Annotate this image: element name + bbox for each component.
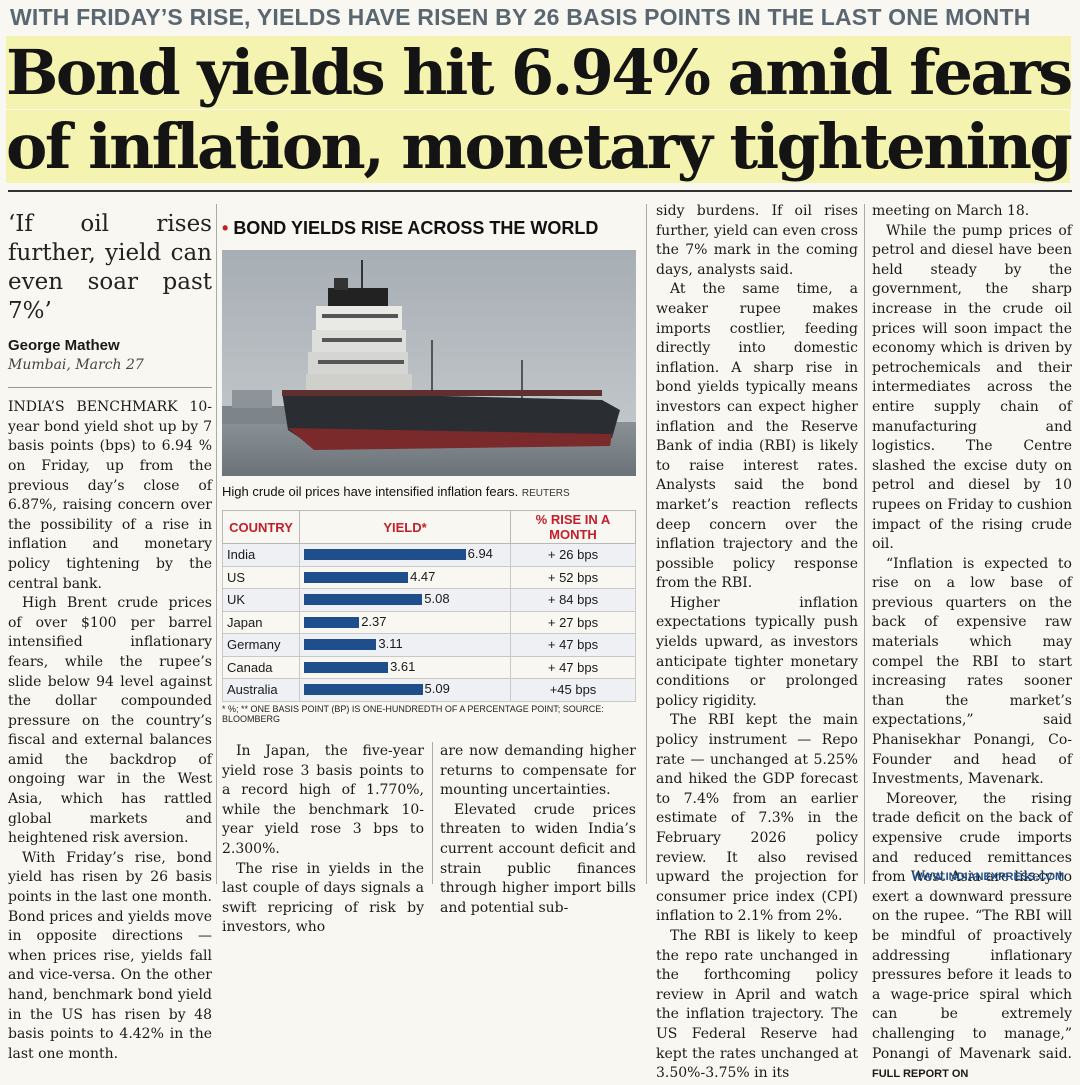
rise-cell: + 52 bps — [510, 565, 636, 589]
headline-line-2: of inflation, monetary tightening — [6, 110, 1073, 183]
table-row: Japan 2.37 + 27 bps — [222, 610, 636, 634]
column-divider — [216, 204, 217, 884]
yield-cell: 3.11 — [299, 633, 511, 657]
tanker-ship-image — [222, 250, 636, 476]
country-cell: US — [222, 565, 300, 589]
headline-line-1: Bond yields hit 6.94% amid fears — [6, 36, 1073, 109]
paragraph: In Japan, the five-year yield rose 3 bas… — [222, 743, 424, 857]
paragraph: INDIA’S BENCHMARK 10-year bond yield sho… — [8, 399, 212, 592]
rise-cell: + 27 bps — [510, 610, 636, 634]
country-cell: Germany — [222, 633, 300, 657]
paragraph: Moreover, the rising trade deficit on th… — [872, 790, 1072, 1081]
paragraph: High Brent crude prices of over $100 per… — [8, 595, 212, 847]
table-row: UK 5.08 + 84 bps — [222, 588, 636, 612]
column-1: ‘If oil rises further, yield can even so… — [8, 210, 212, 1064]
column-divider — [432, 742, 433, 884]
rise-cell: + 84 bps — [510, 588, 636, 612]
paragraph: At the same time, a weaker rupee makes i… — [656, 281, 858, 592]
paragraph: meeting on March 18. — [872, 203, 1030, 219]
pull-quote: ‘If oil rises further, yield can even so… — [8, 211, 212, 324]
column-2: In Japan, the five-year yield rose 3 bas… — [222, 742, 424, 938]
paragraph: The rise in yields in the last couple of… — [222, 860, 424, 936]
yield-value: 2.37 — [361, 613, 387, 629]
yield-cell: 6.94 — [299, 543, 511, 567]
rise-cell: +45 bps — [510, 678, 636, 702]
headline-rule — [8, 190, 1072, 192]
country-cell: Canada — [222, 655, 300, 679]
yield-bar — [304, 684, 423, 695]
table-row: US 4.47 + 52 bps — [222, 565, 636, 589]
yield-value: 3.11 — [378, 636, 403, 651]
photo-caption: High crude oil prices have intensified i… — [222, 484, 570, 499]
yields-table: COUNTRY YIELD* % RISE IN A MONTH India 6.… — [222, 510, 636, 702]
rise-cell: + 47 bps — [510, 633, 636, 657]
paragraph: While the pump prices of petrol and dies… — [872, 222, 1072, 553]
column-5: meeting on March 18. While the pump pric… — [872, 202, 1072, 1085]
dateline: Mumbai, March 27 — [8, 356, 144, 373]
yields-graphic: • BOND YIELDS RISE ACROSS THE WORLD — [222, 218, 636, 724]
website-link[interactable]: WWW.INDIANEXPRESS.COM — [912, 871, 1065, 883]
country-cell: Japan — [222, 610, 300, 634]
yield-cell: 4.47 — [299, 565, 511, 589]
yield-value: 5.08 — [424, 591, 450, 606]
country-cell: Australia — [222, 678, 300, 702]
column-header-rise: % RISE IN A MONTH — [510, 510, 636, 544]
paragraph: Higher inflation expectations typically … — [656, 594, 858, 709]
table-row: India 6.94 + 26 bps — [222, 543, 636, 567]
yield-cell: 3.61 — [299, 655, 511, 679]
table-row: Australia 5.09 +45 bps — [222, 678, 636, 702]
paragraph: The RBI kept the main policy instrument … — [656, 712, 858, 925]
yield-value: 4.47 — [410, 568, 436, 584]
rise-cell: + 47 bps — [510, 655, 636, 679]
yield-bar — [304, 571, 409, 583]
yield-value: 5.09 — [424, 681, 450, 696]
column-4: sidy burdens. If oil rises further, yiel… — [656, 202, 858, 1084]
yield-bar — [304, 616, 360, 628]
kicker: WITH FRIDAY’S RISE, YIELDS HAVE RISEN BY… — [10, 4, 1031, 30]
yield-bar — [304, 661, 389, 673]
yield-cell: 5.09 — [299, 678, 511, 702]
country-cell: India — [222, 543, 300, 567]
column-divider — [864, 204, 865, 884]
byline-rule — [8, 387, 212, 389]
yield-value: 6.94 — [467, 546, 493, 561]
rise-cell: + 26 bps — [510, 543, 636, 567]
paragraph: Elevated crude prices threaten to widen … — [440, 801, 636, 916]
yield-bar — [304, 639, 377, 650]
paragraph: “Inflation is expected to rise on a low … — [872, 555, 1072, 788]
column-header-country: COUNTRY — [222, 510, 300, 544]
yield-cell: 2.37 — [299, 610, 511, 634]
paragraph: With Friday’s rise, bond yield has risen… — [8, 849, 212, 1062]
paragraph: are now demanding higher returns to comp… — [440, 743, 636, 799]
graphic-footnote: * %; ** ONE BASIS POINT (BP) IS ONE-HUND… — [222, 704, 604, 724]
yield-bar — [304, 594, 423, 605]
graphic-title: • BOND YIELDS RISE ACROSS THE WORLD — [222, 218, 599, 238]
yield-cell: 5.08 — [299, 588, 511, 612]
tanker-photo — [222, 250, 636, 476]
column-divider — [646, 204, 647, 884]
byline: George Mathew — [8, 337, 120, 354]
table-row: Canada 3.61 + 47 bps — [222, 655, 636, 679]
table-row: Germany 3.11 + 47 bps — [222, 633, 636, 657]
paragraph: The RBI is likely to keep the repo rate … — [656, 927, 858, 1082]
paragraph: sidy burdens. If oil rises further, yiel… — [656, 203, 858, 278]
full-report-label: FULL REPORT ON — [872, 1068, 969, 1081]
yield-bar — [304, 549, 466, 560]
yield-value: 3.61 — [390, 658, 416, 674]
column-3: are now demanding higher returns to comp… — [440, 742, 636, 918]
country-cell: UK — [222, 588, 300, 612]
column-header-yield: YIELD* — [299, 510, 511, 544]
